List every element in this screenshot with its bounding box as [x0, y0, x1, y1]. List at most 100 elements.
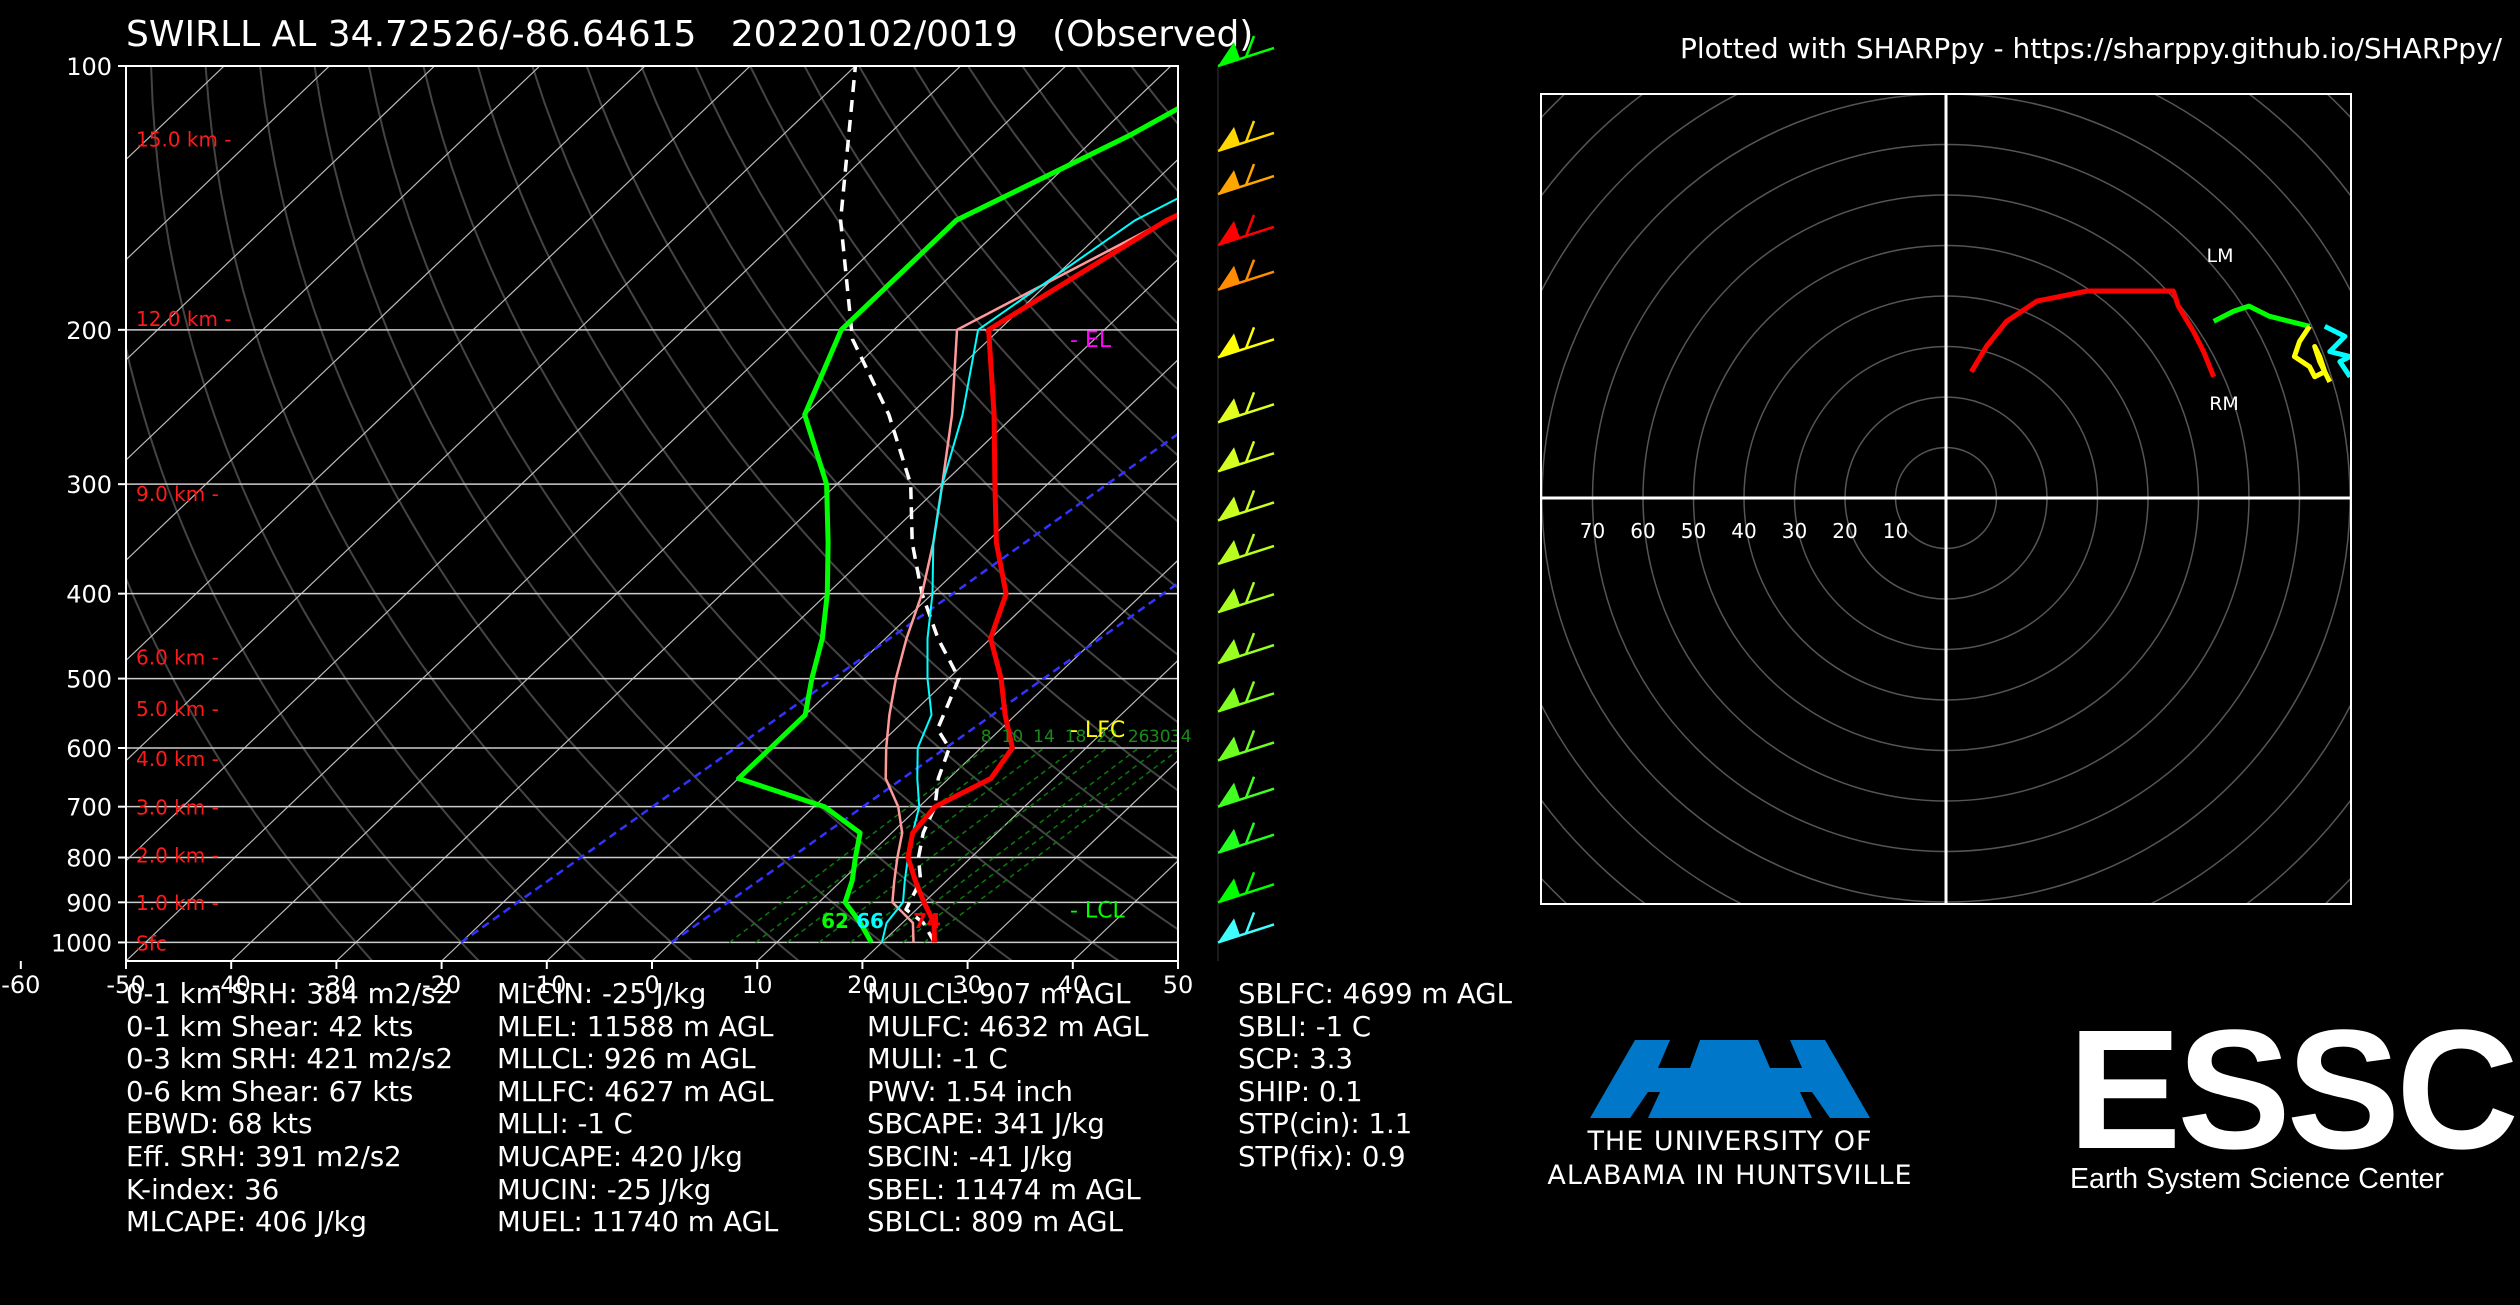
dry-adiabat: [749, 66, 1178, 590]
parcel-trace: [838, 66, 961, 944]
p-tick-label: 900: [66, 889, 112, 917]
mixing-ratio-label: 18: [1065, 727, 1087, 747]
hodograph-trace: [1969, 288, 2217, 378]
x-tick-label: 30: [952, 971, 983, 999]
wind-barb: [1217, 911, 1275, 944]
dry-adiabat: [858, 66, 1178, 457]
mixing-ratio-label: 30: [1149, 727, 1171, 747]
wind-barb-flag: [1218, 398, 1240, 423]
wind-barb-flag: [1218, 588, 1240, 613]
dry-adiabat: [150, 66, 587, 961]
height-label: 15.0 km -: [136, 128, 232, 152]
wetbulb-line: [880, 197, 1178, 943]
wind-barb-tick: [1244, 730, 1256, 752]
height-label: 5.0 km -: [136, 697, 219, 721]
stat-srh03: 0-3 km SRH: 421 m2/s2: [126, 1043, 453, 1076]
wind-barb: [1217, 581, 1275, 614]
x-tick-label: -30: [317, 971, 356, 999]
isotherm: [861, 659, 1178, 961]
stat-mlli: MLLI: -1 C: [497, 1108, 633, 1141]
isotherm: [230, 66, 1172, 961]
height-label: 4.0 km -: [136, 747, 219, 771]
stat-mllcl: MLLCL: 926 m AGL: [497, 1043, 756, 1076]
stat-muel: MUEL: 11740 m AGL: [497, 1206, 779, 1239]
wind-barb-tick: [1244, 776, 1256, 799]
isotherm: [546, 359, 1178, 961]
wind-barb: [1217, 326, 1275, 359]
hodograph-trace: [2323, 324, 2351, 379]
stat-sblfc: SBLFC: 4699 m AGL: [1238, 978, 1512, 1010]
wind-barb: [1217, 632, 1275, 665]
dry-adiabat: [126, 575, 374, 961]
wind-barb: [1217, 214, 1275, 247]
p-tick-label: 1000: [51, 929, 112, 957]
wind-barb: [1217, 391, 1275, 424]
wind-barb: [1217, 163, 1275, 196]
height-label: 12.0 km -: [136, 307, 232, 331]
stats-column-1: 0-1 km SRH: 384 m2/s2 0-1 km Shear: 42 k…: [126, 978, 453, 1239]
p-tick-label: 100: [66, 53, 112, 81]
dry-adiabat: [367, 66, 1013, 961]
isotherm: [126, 66, 435, 361]
height-label: 6.0 km -: [136, 646, 219, 670]
hodograph-ring-label: 20: [1832, 519, 1857, 543]
level-label: - LCL: [1070, 898, 1126, 923]
isotherm: [756, 559, 1178, 961]
isotherm: [0, 66, 119, 961]
surface-value-label: 62: [821, 909, 849, 933]
x-tick-label: 0: [644, 971, 659, 999]
x-tick-label: 40: [1058, 971, 1089, 999]
p-tick-label: 800: [66, 844, 112, 872]
stats-column-2: MLCIN: -25 J/kg MLEL: 11588 m AGL MLLCL:…: [497, 978, 778, 1239]
wind-barb-flag: [1218, 170, 1240, 195]
virtual-temperature-line: [884, 213, 1178, 943]
height-label: 9.0 km -: [136, 482, 219, 506]
surface-value-label: 74: [913, 909, 941, 933]
height-label: 1.0 km -: [136, 891, 219, 915]
mixing-ratio-label: 34: [1170, 727, 1192, 747]
wind-barb: [1217, 680, 1275, 713]
stat-mlcin: MLCIN: -25 J/kg: [497, 978, 707, 1010]
wind-barb-flag: [1218, 828, 1240, 853]
wind-barb: [1217, 730, 1275, 762]
stat-srh01: 0-1 km SRH: 384 m2/s2: [126, 978, 453, 1010]
x-tick-label: 50: [1163, 971, 1194, 999]
essc-name: Earth System Science Center: [2070, 1163, 2444, 1195]
stat-mulfc: MULFC: 4632 m AGL: [867, 1010, 1149, 1043]
stat-sbel: SBEL: 11474 m AGL: [867, 1173, 1141, 1206]
stat-kindex: K-index: 36: [126, 1173, 280, 1206]
dry-adiabat: [803, 66, 1178, 524]
wind-barb-tick: [1244, 326, 1256, 349]
stat-shear06: 0-6 km Shear: 67 kts: [126, 1075, 414, 1108]
wind-barb-flag: [1218, 42, 1240, 66]
hodograph-ring-label: 10: [1883, 519, 1908, 543]
dry-adiabat: [640, 66, 1178, 724]
essc-logo: ESSC Earth System Science Center: [2068, 1005, 2519, 1205]
credit-text: Plotted with SHARPpy - https://sharppy.g…: [1679, 32, 2502, 65]
dry-adiabat: [476, 66, 1178, 931]
stat-sbcin: SBCIN: -41 J/kg: [867, 1140, 1074, 1173]
wind-barb-tick: [1244, 632, 1256, 655]
stat-mucape: MUCAPE: 420 J/kg: [497, 1140, 743, 1173]
mixing-ratio-label: 8: [981, 727, 992, 747]
hodograph-ring-label: 50: [1681, 519, 1706, 543]
dry-adiabat: [204, 66, 694, 961]
x-tick-label: -60: [1, 971, 40, 999]
isotherm: [126, 66, 1067, 961]
uah-logo: THE UNIVERSITY OF ALABAMA IN HUNTSVILLE: [1540, 1030, 1920, 1200]
stat-shear01: 0-1 km Shear: 42 kts: [126, 1010, 414, 1043]
dry-adiabat: [694, 66, 1178, 657]
wind-barb-flag: [1218, 918, 1240, 943]
dry-adiabat: [585, 66, 1178, 792]
p-tick-label: 700: [66, 794, 112, 822]
right-mover-label: RM: [2209, 393, 2239, 415]
wind-barb: [1217, 533, 1275, 566]
stat-mlcape: MLCAPE: 406 J/kg: [126, 1206, 368, 1239]
wind-barb: [1217, 822, 1275, 854]
x-tick-label: -50: [106, 971, 145, 999]
wind-barb-tick: [1244, 533, 1256, 556]
stats-column-4: SBLFC: 4699 m AGL SBLI: -1 C SCP: 3.3 SH…: [1238, 978, 1512, 1174]
uah-name-line2: ALABAMA IN HUNTSVILLE: [1547, 1160, 1913, 1191]
mixing-ratio-label: 26: [1128, 727, 1150, 747]
